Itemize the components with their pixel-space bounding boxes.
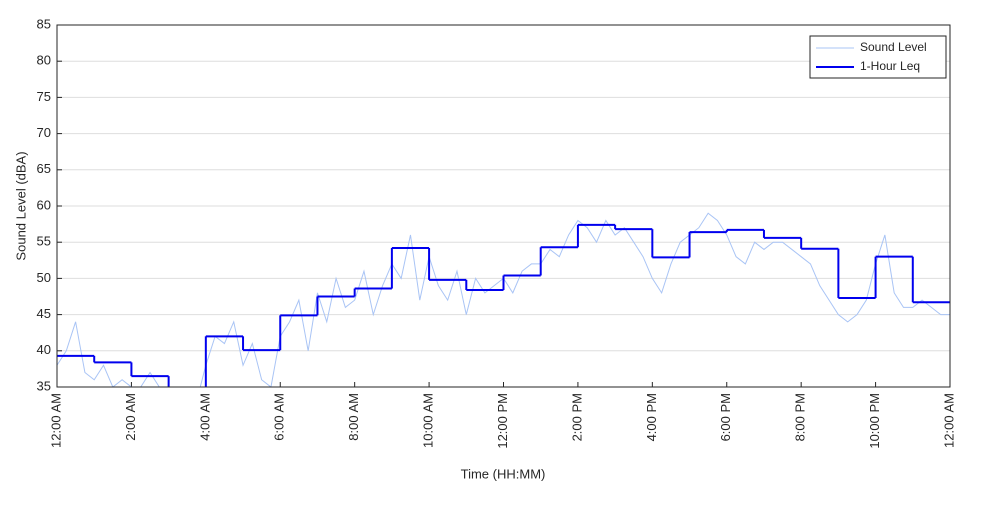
y-tick-label: 65 — [37, 161, 51, 176]
x-tick-label: 2:00 AM — [123, 393, 138, 441]
y-tick-label: 35 — [37, 378, 51, 393]
x-tick-label: 6:00 AM — [272, 393, 287, 441]
y-tick-label: 75 — [37, 89, 51, 104]
y-tick-label: 60 — [37, 197, 51, 212]
legend-box — [809, 35, 947, 79]
legend-label: 1-Hour Leq — [860, 59, 920, 73]
legend-label: Sound Level — [860, 40, 927, 54]
x-tick-label: 12:00 AM — [941, 393, 956, 448]
x-tick-label: 2:00 PM — [569, 393, 584, 441]
x-tick-label: 12:00 AM — [48, 393, 63, 448]
plot-frame — [56, 24, 951, 388]
y-tick-label: 80 — [37, 53, 51, 68]
y-axis-label: Sound Level (dBA) — [13, 151, 28, 260]
x-tick-label: 10:00 PM — [867, 393, 882, 449]
y-tick-label: 70 — [37, 125, 51, 140]
x-tick-label: 12:00 PM — [495, 393, 510, 449]
y-tick-label: 40 — [37, 342, 51, 357]
plot-series — [57, 212, 950, 387]
x-tick-label: 4:00 PM — [644, 393, 659, 441]
x-tick-label: 10:00 AM — [421, 393, 436, 448]
x-tick-label: 8:00 AM — [346, 393, 361, 441]
x-tick-label: 6:00 PM — [718, 393, 733, 441]
y-tick-label: 45 — [37, 306, 51, 321]
y-tick-label: 55 — [37, 234, 51, 249]
y-tick-label: 50 — [37, 270, 51, 285]
x-axis-label: Time (HH:MM) — [461, 466, 546, 481]
x-tick-label: 4:00 AM — [197, 393, 212, 441]
y-tick-label: 85 — [37, 16, 51, 31]
x-tick-label: 8:00 PM — [793, 393, 808, 441]
